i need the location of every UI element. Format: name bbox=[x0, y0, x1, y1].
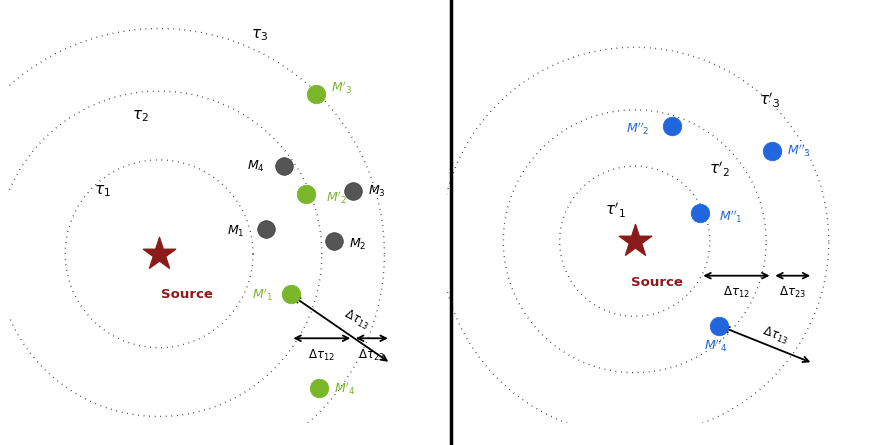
Point bbox=[765, 147, 780, 154]
Point bbox=[258, 225, 273, 232]
Text: $\tau'_2$: $\tau'_2$ bbox=[709, 160, 730, 179]
Point bbox=[327, 238, 342, 245]
Text: $M_3$: $M_3$ bbox=[368, 184, 385, 199]
Point bbox=[283, 291, 298, 298]
Text: $M''_1$: $M''_1$ bbox=[719, 208, 742, 225]
Text: $M'_4$: $M'_4$ bbox=[334, 380, 356, 396]
Text: $\tau'_1$: $\tau'_1$ bbox=[605, 200, 627, 220]
Text: $\tau_2$: $\tau_2$ bbox=[132, 108, 148, 124]
Point bbox=[311, 385, 325, 392]
Point bbox=[152, 250, 166, 257]
Text: $M_4$: $M_4$ bbox=[248, 158, 265, 174]
Text: $M''_4$: $M''_4$ bbox=[704, 337, 728, 354]
Text: $\tau'_3$: $\tau'_3$ bbox=[759, 91, 780, 110]
Text: $M'_2$: $M'_2$ bbox=[325, 189, 347, 206]
Text: Source: Source bbox=[161, 288, 214, 301]
Point bbox=[712, 322, 726, 329]
Text: $\Delta\tau_{12}$: $\Delta\tau_{12}$ bbox=[308, 348, 335, 363]
Text: $M'_3$: $M'_3$ bbox=[331, 80, 352, 96]
Point bbox=[299, 191, 313, 198]
Text: $\Delta\tau_{23}$: $\Delta\tau_{23}$ bbox=[358, 348, 385, 363]
Text: $\Delta\tau_{23}$: $\Delta\tau_{23}$ bbox=[780, 285, 806, 300]
Point bbox=[694, 210, 708, 217]
Text: $M''_2$: $M''_2$ bbox=[626, 120, 650, 137]
Text: $M_1$: $M_1$ bbox=[227, 224, 244, 239]
Point bbox=[346, 188, 360, 195]
Text: $\tau_3$: $\tau_3$ bbox=[250, 27, 268, 43]
Point bbox=[308, 91, 323, 98]
Text: $\Delta\tau_{12}$: $\Delta\tau_{12}$ bbox=[723, 285, 750, 300]
Text: $M_2$: $M_2$ bbox=[350, 237, 367, 252]
Point bbox=[665, 122, 679, 129]
Text: Source: Source bbox=[630, 276, 683, 289]
Text: $\tau_1$: $\tau_1$ bbox=[95, 183, 111, 199]
Text: $M'_1$: $M'_1$ bbox=[252, 286, 273, 303]
Text: $\Delta\tau_{13}$: $\Delta\tau_{13}$ bbox=[341, 307, 372, 332]
Point bbox=[277, 162, 291, 170]
Text: $\Delta\tau_{13}$: $\Delta\tau_{13}$ bbox=[760, 324, 791, 347]
Text: $M''_3$: $M''_3$ bbox=[787, 142, 811, 159]
Point bbox=[628, 238, 642, 245]
